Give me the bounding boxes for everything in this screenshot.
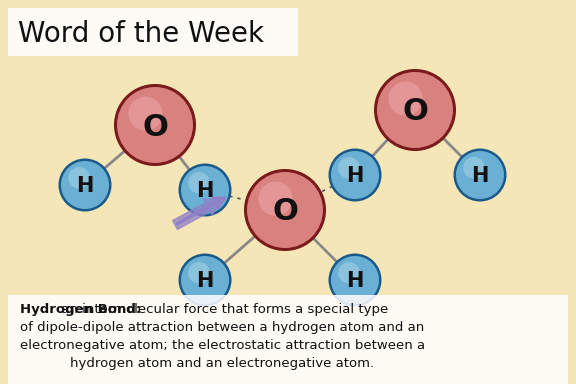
Circle shape xyxy=(188,172,210,194)
Text: an intermolecular force that forms a special type
of dipole-dipole attraction be: an intermolecular force that forms a spe… xyxy=(20,303,425,370)
Circle shape xyxy=(463,157,485,179)
Circle shape xyxy=(259,182,293,216)
Circle shape xyxy=(68,167,90,189)
Text: O: O xyxy=(142,113,168,141)
Circle shape xyxy=(328,149,381,202)
Text: H: H xyxy=(346,271,363,291)
Text: Hydrogen Bond:: Hydrogen Bond: xyxy=(20,303,141,316)
Circle shape xyxy=(388,81,423,116)
Text: H: H xyxy=(346,166,363,186)
FancyBboxPatch shape xyxy=(8,295,568,384)
Circle shape xyxy=(188,262,210,284)
Text: Word of the Week: Word of the Week xyxy=(18,20,264,48)
Circle shape xyxy=(181,256,229,304)
Circle shape xyxy=(117,87,193,163)
Text: H: H xyxy=(196,181,214,201)
Circle shape xyxy=(181,166,229,214)
Circle shape xyxy=(179,253,232,306)
Text: H: H xyxy=(196,271,214,291)
Text: O: O xyxy=(402,98,428,126)
Circle shape xyxy=(114,84,196,166)
Circle shape xyxy=(59,159,112,212)
Circle shape xyxy=(128,96,162,131)
FancyArrow shape xyxy=(173,199,222,229)
Circle shape xyxy=(61,161,109,209)
Circle shape xyxy=(331,151,379,199)
Circle shape xyxy=(247,172,323,248)
Text: H: H xyxy=(76,176,94,196)
Circle shape xyxy=(328,253,381,306)
Circle shape xyxy=(374,69,456,151)
Circle shape xyxy=(338,157,360,179)
Circle shape xyxy=(244,169,326,251)
Circle shape xyxy=(453,149,506,202)
Text: O: O xyxy=(272,197,298,227)
Circle shape xyxy=(331,256,379,304)
FancyBboxPatch shape xyxy=(8,8,298,56)
Circle shape xyxy=(179,164,232,217)
Circle shape xyxy=(456,151,504,199)
Text: H: H xyxy=(471,166,488,186)
Circle shape xyxy=(377,72,453,148)
Circle shape xyxy=(338,262,360,284)
